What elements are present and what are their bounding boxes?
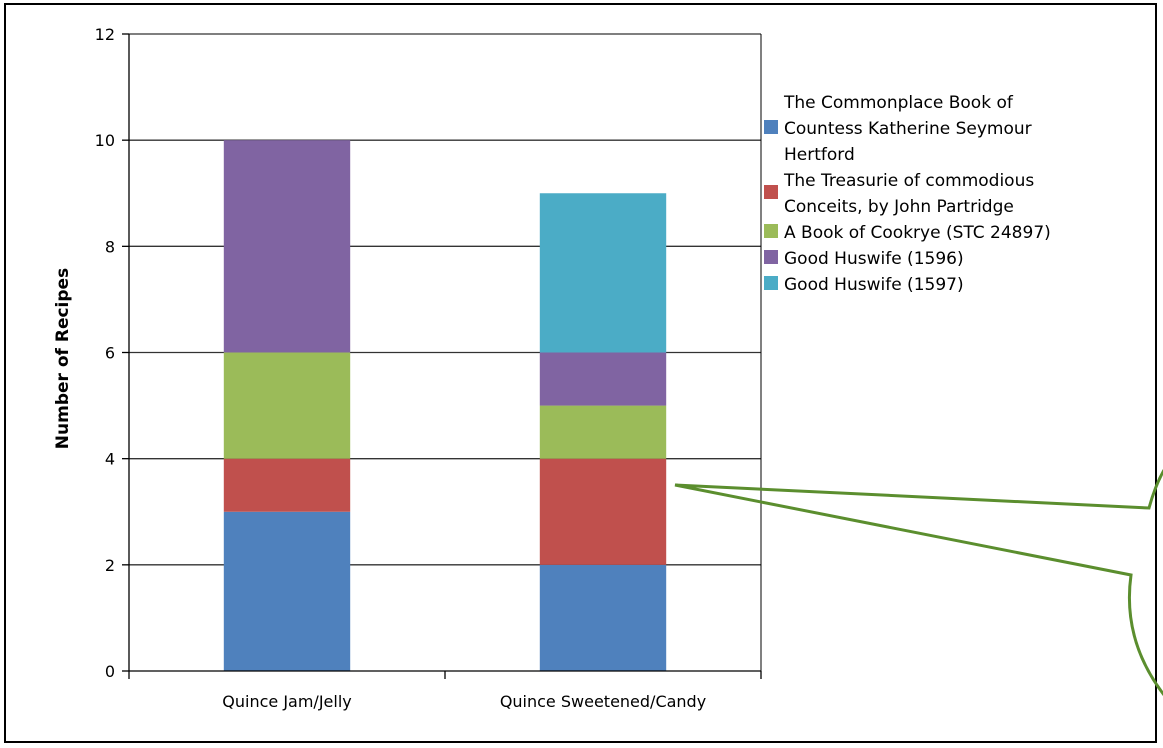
- bar-0-series-0: [223, 511, 351, 671]
- bar-0-series-3: [223, 140, 351, 353]
- legend-label-0-line-1: Countess Katherine Seymour: [784, 119, 1032, 139]
- speech-bubble-outline: [674, 469, 1163, 696]
- x-tick-label-1: Quince Sweetened/Candy: [500, 692, 706, 711]
- legend-swatch-2: [764, 224, 778, 238]
- legend: The Commonplace Book of Countess Katherin…: [764, 93, 1051, 295]
- bars: [223, 140, 667, 671]
- y-tick-label-12: 12: [95, 25, 115, 44]
- legend-label-2-line-0: A Book of Cookrye (STC 24897): [784, 223, 1051, 243]
- y-tick-label-0: 0: [105, 662, 115, 681]
- bar-0-series-2: [223, 352, 351, 459]
- y-tick-label-2: 2: [105, 556, 115, 575]
- y-tick-labels: 0 2 4 6 8 10 12: [95, 25, 115, 681]
- bar-1-series-0: [539, 564, 667, 671]
- legend-label-4-line-0: Good Huswife (1597): [784, 275, 964, 295]
- bar-1-series-2: [539, 405, 667, 459]
- y-tick-label-6: 6: [105, 344, 115, 363]
- x-tick-labels: Quince Jam/Jelly Quince Sweetened/Candy: [222, 692, 706, 711]
- legend-swatch-4: [764, 276, 778, 290]
- axes: [122, 33, 762, 679]
- bar-0-series-1: [223, 458, 351, 512]
- bar-1-series-1: [539, 458, 667, 565]
- bar-1-series-3: [539, 352, 667, 406]
- legend-swatch-1: [764, 185, 778, 199]
- y-tick-label-10: 10: [95, 131, 115, 150]
- legend-swatch-0: [764, 120, 778, 134]
- legend-label-1-line-1: Conceits, by John Partridge: [784, 197, 1014, 217]
- legend-label-0-line-0: The Commonplace Book of: [783, 93, 1014, 113]
- x-tick-label-0: Quince Jam/Jelly: [222, 692, 351, 711]
- y-axis-title: Number of Recipes: [53, 268, 73, 449]
- legend-label-0-line-2: Hertford: [784, 145, 855, 165]
- y-tick-label-4: 4: [105, 450, 115, 469]
- y-tick-label-8: 8: [105, 237, 115, 256]
- legend-swatch-3: [764, 250, 778, 264]
- legend-label-3-line-0: Good Huswife (1596): [784, 249, 964, 269]
- speech-bubble-annotation: [674, 469, 1163, 696]
- legend-label-1-line-0: The Treasurie of commodious: [783, 171, 1034, 191]
- bar-1-series-4: [539, 193, 667, 353]
